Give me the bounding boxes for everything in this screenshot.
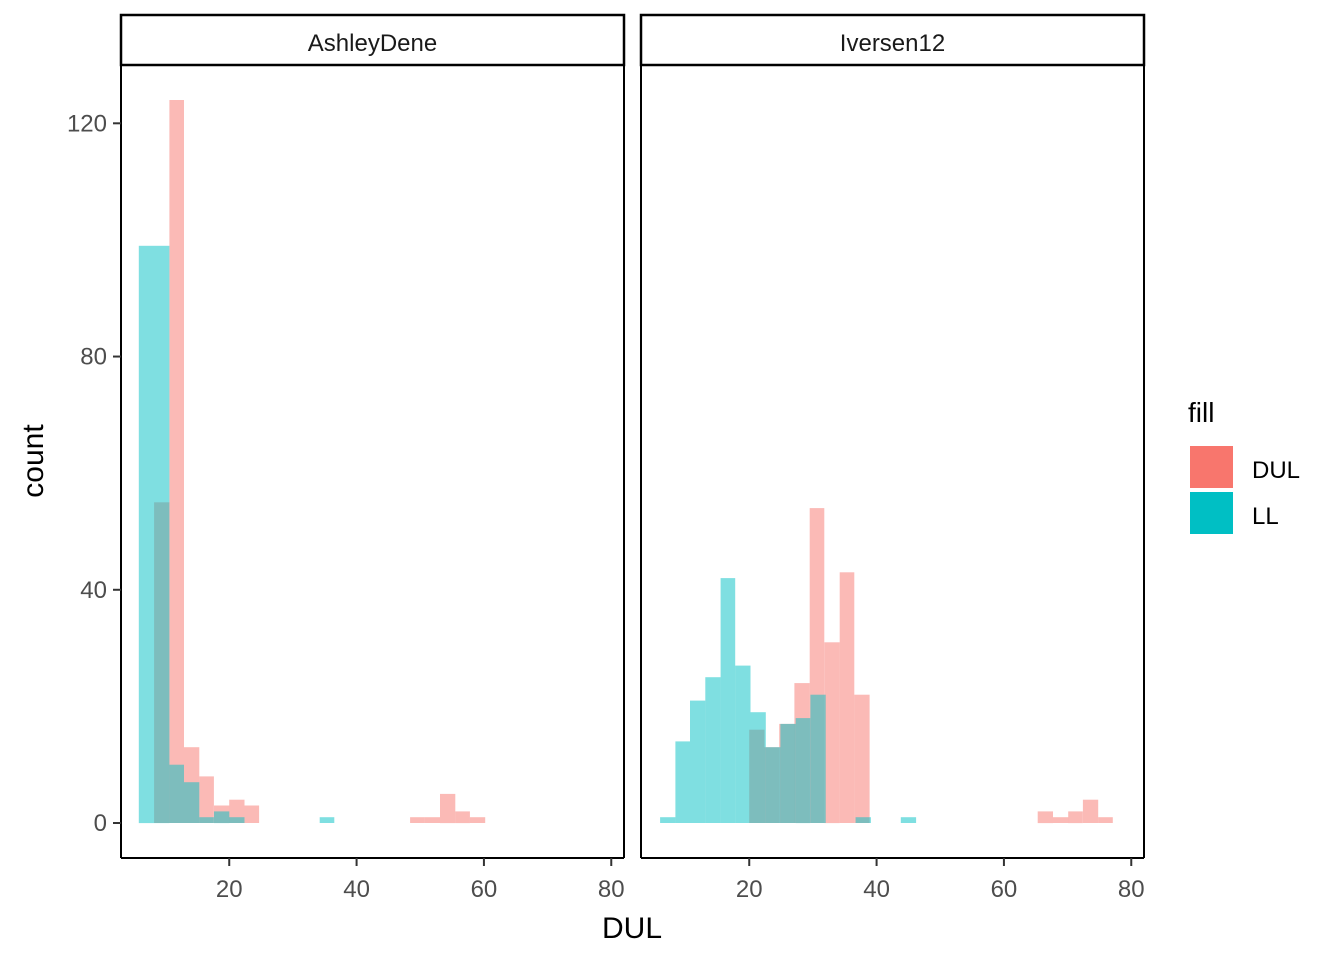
strip-iversen12	[639, 13, 1146, 67]
legend: fill DUL LL	[1188, 397, 1300, 534]
x-tick-label: 60	[991, 876, 1018, 903]
bar-iversen12-dul-7	[854, 694, 870, 823]
bar-ashleydene-ll-1	[169, 764, 184, 823]
y-tick-label: 40	[80, 577, 107, 604]
bar-ashleydene-dul-8	[424, 817, 440, 823]
bar-iversen12-ll-0	[660, 817, 676, 823]
bar-ashleydene-ll-6	[319, 817, 335, 823]
x-axis-title: DUL	[602, 912, 662, 945]
strip-label-iversen12: Iversen12	[840, 30, 945, 57]
bars-iversen12	[660, 508, 1113, 824]
bar-ashleydene-ll-0	[138, 245, 170, 824]
y-ticks: 0 40 80 120	[67, 110, 121, 837]
bar-ashleydene-dul-5	[229, 799, 245, 823]
bar-iversen12-ll-2	[690, 700, 706, 823]
legend-label-dul: DUL	[1252, 457, 1300, 484]
y-axis-title: count	[17, 424, 50, 498]
x-tick-label: 40	[343, 876, 370, 903]
bar-iversen12-dul-5	[824, 642, 840, 824]
x-tick-label: 20	[736, 876, 763, 903]
bar-iversen12-ll-6	[750, 712, 766, 823]
bar-ashleydene-dul-3	[199, 776, 214, 823]
bar-iversen12-ll-1	[675, 741, 690, 823]
bar-iversen12-dul-12	[1098, 817, 1113, 823]
legend-key-ll	[1190, 492, 1233, 534]
legend-title: fill	[1188, 397, 1214, 428]
panel-iversen12: Iversen12 20 40 60 80	[639, 13, 1146, 903]
bar-iversen12-dul-11	[1082, 799, 1099, 823]
x-tick-label: 20	[216, 876, 243, 903]
x-tick-label: 80	[1118, 876, 1145, 903]
y-tick-label: 0	[94, 810, 107, 837]
bar-ashleydene-dul-1	[169, 100, 184, 823]
bar-ashleydene-dul-7	[410, 817, 425, 823]
bar-ashleydene-dul-11	[469, 817, 486, 823]
strip-label-ashleydene: AshleyDene	[308, 30, 437, 57]
bar-ashleydene-dul-6	[244, 805, 260, 823]
strip-ashleydene	[119, 13, 626, 67]
x-tick-label: 60	[471, 876, 498, 903]
bar-iversen12-ll-12	[900, 817, 917, 823]
y-tick-label: 120	[67, 110, 107, 137]
bar-iversen12-dul-9	[1053, 817, 1069, 823]
bar-ashleydene-ll-2	[184, 782, 200, 823]
bar-iversen12-ll-3	[705, 677, 721, 823]
bar-iversen12-ll-7	[765, 747, 781, 823]
bar-iversen12-dul-6	[839, 572, 855, 823]
x-ticks-iversen12: 20 40 60 80	[736, 858, 1145, 903]
y-tick-label: 80	[80, 344, 107, 371]
x-tick-label: 40	[863, 876, 890, 903]
bar-iversen12-dul-10	[1068, 811, 1083, 824]
bar-iversen12-ll-9	[795, 718, 811, 824]
bar-ashleydene-ll-4	[214, 811, 230, 824]
bar-iversen12-ll-11	[855, 817, 871, 823]
panel-ashleydene: AshleyDene 20 40 60 80 0 40 80 120	[67, 13, 626, 903]
bar-iversen12-dul-8	[1037, 811, 1053, 824]
bar-iversen12-ll-5	[735, 665, 751, 823]
bar-ashleydene-dul-9	[440, 793, 456, 824]
bar-ashleydene-ll-3	[199, 817, 214, 823]
bar-iversen12-ll-4	[720, 578, 736, 823]
legend-key-dul	[1190, 446, 1233, 488]
bar-ashleydene-dul-10	[455, 811, 470, 824]
x-tick-label: 80	[598, 876, 625, 903]
bar-ashleydene-ll-5	[229, 817, 245, 823]
x-ticks-ashleydene: 20 40 60 80	[216, 858, 625, 903]
bars-ashleydene	[138, 100, 486, 824]
legend-label-ll: LL	[1252, 503, 1279, 530]
bar-iversen12-ll-10	[810, 694, 826, 823]
bar-iversen12-ll-8	[780, 723, 796, 823]
